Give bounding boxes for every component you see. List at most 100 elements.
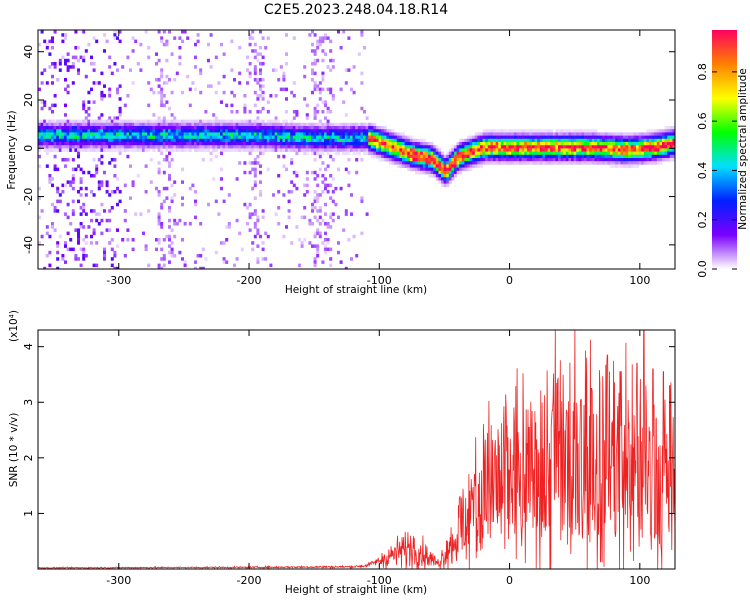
spectrogram-cell [331,212,335,216]
spectrogram-cell [521,145,525,149]
spectrogram-cell [376,132,379,136]
spectrogram-cell [131,122,135,127]
spectrogram-cell [503,154,507,159]
spectrogram-cell [225,145,229,149]
spectrogram-cell [87,225,91,229]
spectrogram-cell [537,135,541,140]
spectrogram-cell [243,138,247,143]
spectrogram-cell [235,122,239,127]
spectrogram-cell [487,129,491,133]
spectrogram-cell [181,122,184,127]
spectrogram-cell [578,145,582,149]
spectrogram-cell [313,113,317,117]
spectrogram-cell [584,154,587,159]
spectrogram-cell [162,122,166,127]
spectrogram-cell [329,148,333,152]
spectrogram-cell [139,119,143,124]
spectrogram-cell [256,122,260,127]
spectrogram-cell [532,148,535,152]
spectrogram-cell [43,266,47,269]
spectrogram-cell [40,135,44,140]
spectrogram-cell [48,122,52,127]
spectrogram-cell [347,126,351,130]
spectrogram-cell [155,145,158,149]
spectrogram-cell [420,154,424,159]
spectrogram-cell [152,113,156,117]
spectrogram-cell [160,97,164,101]
spectrogram-cell [511,148,515,152]
spectrogram-cell [209,138,213,143]
spectrogram-cell [597,132,600,136]
spectrogram-cell [464,167,468,172]
y-tick-label: 40 [22,45,35,59]
spectrogram-cell [147,55,151,60]
spectrogram-cell [105,132,109,136]
spectrogram-cell [373,145,377,149]
spectrogram-cell [149,145,153,149]
spectrogram-cell [56,122,60,127]
spectrogram-cell [428,142,431,146]
spectrogram-cell [584,161,587,165]
spectrogram-cell [435,164,439,168]
spectrogram-cell [261,119,265,124]
spectrogram-cell [256,97,260,101]
spectrogram-cell [506,145,509,149]
spectrogram-cell [261,97,265,101]
spectrogram-cell [246,126,249,130]
spectrogram-cell [441,164,444,168]
spectrogram-cell [259,122,262,127]
spectrogram-cell [261,132,265,136]
spectrogram-cell [251,212,255,216]
spectrogram-cell [539,161,543,165]
spectrogram-cell [240,142,244,146]
spectrogram-cell [412,142,416,146]
spectrogram-cell [56,244,60,248]
spectrogram-cell [196,142,200,146]
spectrogram-cell [573,158,577,162]
spectrogram-cell [446,177,450,181]
spectrogram-cell [477,161,481,165]
spectrogram-cell [368,145,372,149]
spectrogram-cell [498,161,502,165]
spectrogram-cell [643,154,647,159]
spectrogram-cell [391,135,395,140]
spectrogram-cell [662,135,665,140]
spectrogram-cell [399,145,403,149]
spectrogram-cell [48,119,52,124]
spectrogram-cell [321,241,325,245]
spectrogram-cell [415,158,418,162]
spectrogram-cell [66,65,70,69]
spectrogram-cell [175,142,179,146]
spectrogram-cell [74,119,78,124]
spectrogram-cell [498,135,502,140]
spectrogram-cell [136,135,140,140]
spectrogram-cell [467,154,470,159]
spectrogram-cell [43,129,47,133]
spectrogram-cell [615,158,619,162]
spectrogram-cell [168,238,171,242]
spectrogram-cell [123,119,127,124]
spectrogram-cell [404,138,408,143]
spectrogram-cell [58,193,62,197]
spectrogram-cell [357,122,361,127]
spectrogram-cell [131,132,135,136]
spectrogram-cell [326,138,330,143]
spectrogram-cell [672,158,675,162]
spectrogram-cell [402,148,405,152]
spectrogram-cell [399,132,403,136]
spectrogram-cell [355,151,359,156]
spectrogram-cell [77,129,80,133]
spectrogram-cell [386,154,390,159]
spectrogram-cell [196,119,200,124]
spectrogram-cell [318,87,322,92]
spectrogram-cell [230,39,234,44]
spectrogram-cell [287,135,291,140]
spectrogram-cell [555,148,559,152]
spectrogram-cell [620,135,624,140]
spectrogram-cell [147,135,151,140]
spectrogram-cell [248,42,252,47]
spectrogram-cell [220,142,223,146]
spectrogram-cell [259,110,262,114]
spectrogram-cell [277,138,281,143]
spectrogram-cell [363,138,366,143]
